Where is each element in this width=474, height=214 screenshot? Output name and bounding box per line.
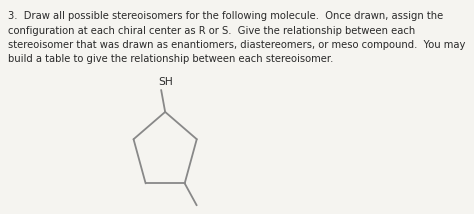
Text: 3.  Draw all possible stereoisomers for the following molecule.  Once drawn, ass: 3. Draw all possible stereoisomers for t… — [8, 11, 443, 21]
Text: configuration at each chiral center as R or S.  Give the relationship between ea: configuration at each chiral center as R… — [8, 25, 415, 36]
Text: stereoisomer that was drawn as enantiomers, diastereomers, or meso compound.  Yo: stereoisomer that was drawn as enantiome… — [8, 40, 465, 50]
Text: SH: SH — [158, 77, 173, 87]
Text: build a table to give the relationship between each stereoisomer.: build a table to give the relationship b… — [8, 54, 333, 64]
